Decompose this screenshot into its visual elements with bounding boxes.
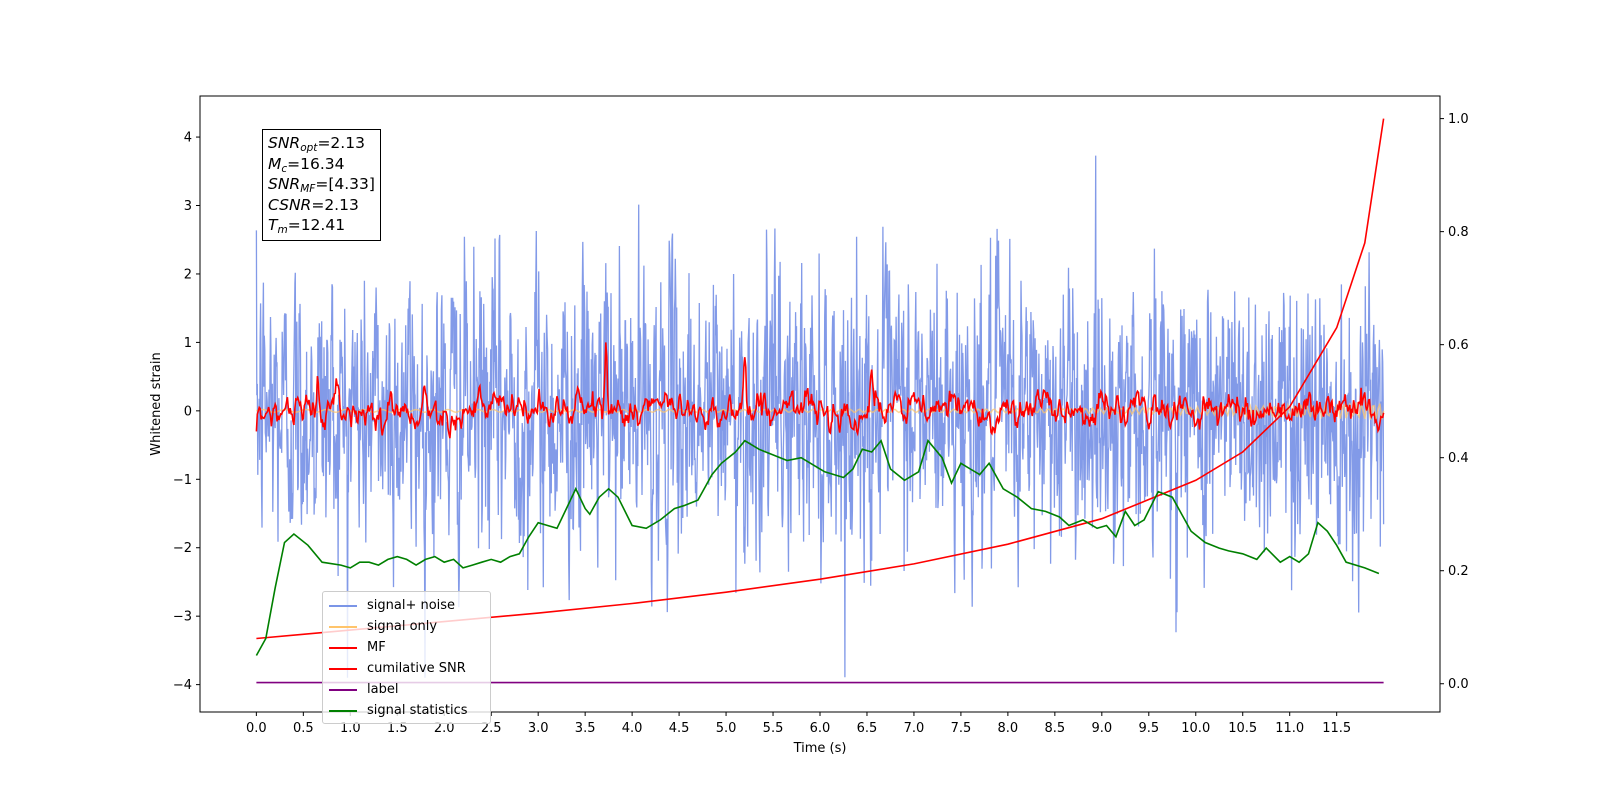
y-tick-label: 2	[184, 267, 192, 282]
legend-item-signal-noise: signal+ noise	[329, 595, 484, 616]
y-tick-label: 3	[184, 199, 192, 214]
legend-item-label: label	[329, 679, 484, 700]
x-tick-label: 4.5	[669, 721, 690, 736]
x-tick-label: 6.0	[810, 721, 831, 736]
y-right-tick-label: 0.2	[1448, 564, 1469, 579]
x-tick-label: 11.0	[1275, 721, 1304, 736]
series-mf	[255, 342, 1385, 439]
x-tick-label: 1.0	[340, 721, 361, 736]
x-tick-label: 2.5	[481, 721, 502, 736]
y-tick-label: 4	[184, 131, 192, 146]
legend-swatch	[329, 604, 357, 607]
legend-item-mf: MF	[329, 637, 484, 658]
legend-item-signal-only: signal only	[329, 616, 484, 637]
legend-label: label	[367, 682, 399, 697]
snr-opt-annotation: SNRopt=2.13	[268, 134, 365, 154]
series-cumilative-snr	[256, 118, 1385, 640]
y-tick-label: −3	[173, 610, 192, 625]
x-tick-label: 5.5	[763, 721, 784, 736]
chirp-mass-annotation: Mc=16.34	[268, 154, 345, 175]
x-tick-label: 3.0	[528, 721, 549, 736]
y-tick-label: 1	[184, 336, 192, 351]
y-tick-label: −4	[173, 678, 192, 693]
x-axis: 0.0 0.5 1.0 1.5 2.0 2.5 3.0 3.5 4.0 4.5 5.0 5.5 6.0 6…	[246, 712, 1351, 736]
x-tick-label: 5.0	[716, 721, 737, 736]
legend-swatch	[329, 688, 357, 691]
y-axis-left: 4 3 2 1 0 −1 −2 −3 −4	[173, 131, 200, 693]
x-tick-label: 8.5	[1045, 721, 1066, 736]
snr-mf-annotation: SNRMF=[4.33]	[268, 175, 375, 195]
x-tick-label: 0.0	[246, 721, 267, 736]
y-right-tick-label: 0.6	[1448, 338, 1469, 353]
legend-label: MF	[367, 640, 386, 655]
legend-swatch	[329, 667, 357, 670]
legend-label: signal only	[367, 619, 438, 634]
x-tick-label: 6.5	[857, 721, 878, 736]
y-right-tick-label: 0.0	[1448, 677, 1469, 692]
annotation-box: SNRopt=2.13 Mc=16.34 SNRMF=[4.33] CSNR=2…	[262, 129, 381, 241]
x-tick-label: 0.5	[293, 721, 314, 736]
legend: signal+ noise signal only MF cumilative SNR…	[322, 591, 491, 724]
x-tick-label: 2.0	[434, 721, 455, 736]
y-tick-label: 0	[184, 404, 192, 419]
x-tick-label: 3.5	[575, 721, 596, 736]
x-tick-label: 1.5	[387, 721, 408, 736]
y-right-tick-label: 0.4	[1448, 451, 1469, 466]
csnr-annotation: CSNR=2.13	[268, 195, 359, 214]
series-signal-only	[256, 401, 1385, 421]
legend-label: signal statistics	[367, 703, 468, 718]
tm-annotation: Tm=12.41	[268, 216, 346, 236]
x-tick-label: 9.0	[1091, 721, 1112, 736]
legend-swatch	[329, 646, 357, 649]
x-tick-label: 11.5	[1322, 721, 1351, 736]
x-tick-label: 9.5	[1138, 721, 1159, 736]
y-right-tick-label: 1.0	[1448, 112, 1469, 127]
legend-label: signal+ noise	[367, 598, 456, 613]
x-tick-label: 8.0	[998, 721, 1019, 736]
series-signal-noise	[255, 155, 1385, 678]
series-signal-statistics	[255, 439, 1380, 656]
legend-item-cumilative-snr: cumilative SNR	[329, 658, 484, 679]
x-axis-label: Time (s)	[793, 741, 847, 756]
legend-item-signal-statistics: signal statistics	[329, 700, 484, 721]
y-right-tick-label: 0.8	[1448, 225, 1469, 240]
legend-swatch	[329, 709, 357, 712]
x-tick-label: 7.0	[904, 721, 925, 736]
plot-area	[255, 118, 1385, 684]
y-tick-label: −2	[173, 541, 192, 556]
legend-swatch	[329, 625, 357, 628]
legend-label: cumilative SNR	[367, 661, 466, 676]
y-axis-right: 1.0 0.8 0.6 0.4 0.2 0.0	[1440, 112, 1469, 692]
y-axis-label: Whitened strain	[149, 352, 164, 455]
y-tick-label: −1	[173, 473, 192, 488]
x-tick-label: 7.5	[951, 721, 972, 736]
x-tick-label: 10.5	[1228, 721, 1257, 736]
x-tick-label: 4.0	[622, 721, 643, 736]
x-tick-label: 10.0	[1181, 721, 1210, 736]
